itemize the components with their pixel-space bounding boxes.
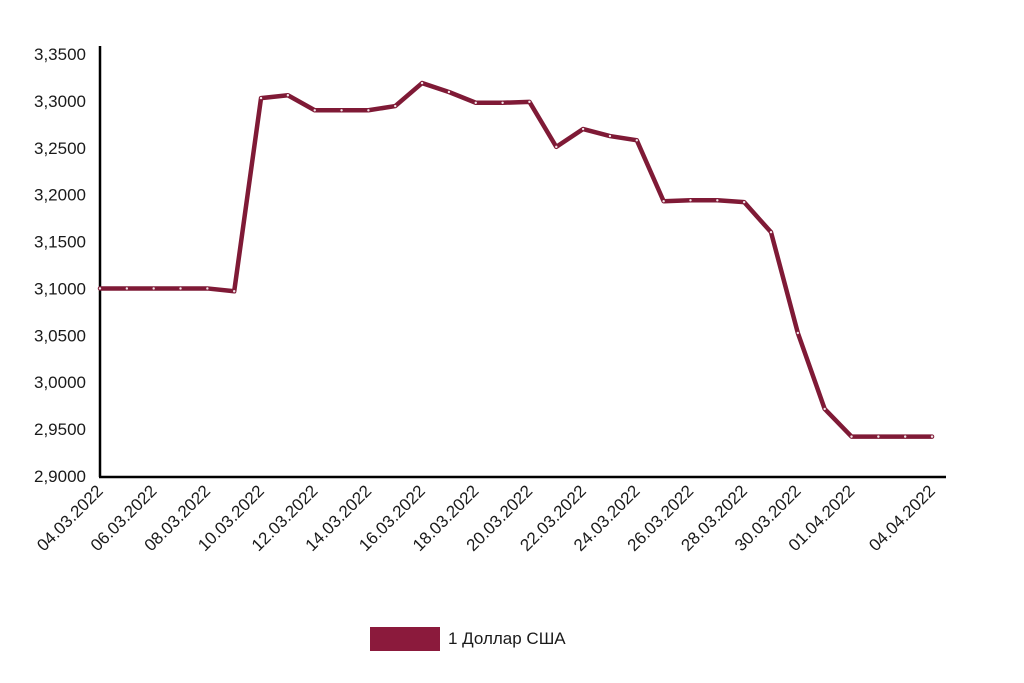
data-point <box>608 134 612 138</box>
y-tick-label: 2,9500 <box>34 420 86 439</box>
legend: 1 Доллар США <box>370 627 566 651</box>
y-tick-label: 2,9000 <box>34 467 86 486</box>
data-point <box>904 435 907 438</box>
data-point <box>313 109 316 112</box>
data-point <box>286 94 290 97</box>
y-axis-ticks: 2,9000 2,9500 3,0000 3,0500 3,1000 3,1500 3,20… <box>34 45 86 486</box>
data-point <box>635 139 638 142</box>
data-point <box>367 109 370 112</box>
data-point <box>877 435 880 438</box>
data-point <box>555 145 558 149</box>
y-tick-label: 3,3500 <box>34 45 86 64</box>
data-point <box>233 290 236 293</box>
data-point <box>98 287 102 290</box>
usd-rate-line <box>97 80 935 439</box>
data-point <box>501 101 504 104</box>
y-tick-label: 3,2500 <box>34 139 86 158</box>
data-point <box>340 109 343 112</box>
data-point <box>850 435 853 438</box>
data-point-markers <box>98 81 934 438</box>
legend-swatch <box>370 627 440 651</box>
data-point <box>742 200 746 204</box>
data-point <box>179 287 182 290</box>
data-point <box>394 104 397 108</box>
data-point <box>823 407 826 411</box>
data-point <box>689 199 692 202</box>
data-point <box>474 101 477 104</box>
y-tick-label: 3,1500 <box>34 233 86 252</box>
data-point <box>259 96 263 100</box>
data-point <box>206 287 209 290</box>
data-point <box>447 90 451 94</box>
data-point <box>528 100 531 104</box>
x-axis-ticks: 04.03.202206.03.202208.03.202210.03.2022… <box>33 481 939 555</box>
data-point <box>662 200 665 203</box>
y-tick-label: 3,0000 <box>34 373 86 392</box>
data-point <box>152 287 155 290</box>
y-tick-label: 3,2000 <box>34 186 86 205</box>
y-tick-label: 3,1000 <box>34 279 86 298</box>
data-point <box>716 199 719 202</box>
data-point <box>125 287 129 290</box>
legend-label: 1 Доллар США <box>448 629 566 648</box>
data-point <box>796 331 800 335</box>
data-point <box>769 230 773 234</box>
x-tick-label: 04.04.2022 <box>865 481 939 555</box>
y-tick-label: 3,0500 <box>34 326 86 345</box>
y-tick-label: 3,3000 <box>34 92 86 111</box>
data-point <box>930 435 934 438</box>
data-point <box>420 81 424 85</box>
data-point <box>581 127 585 131</box>
